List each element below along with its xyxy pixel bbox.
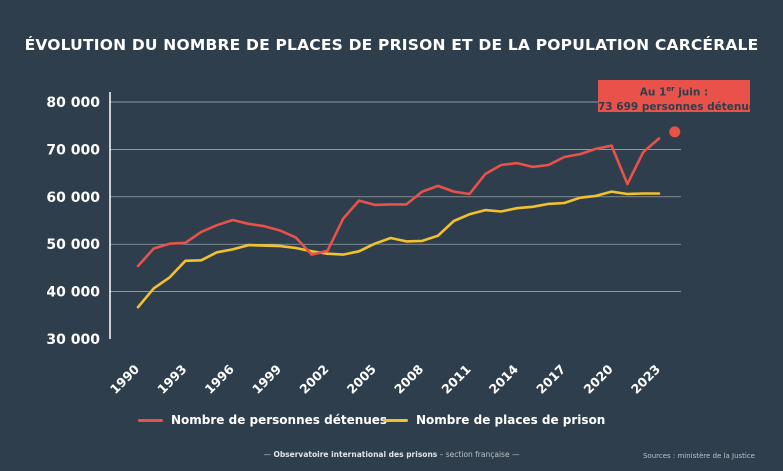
callout-line1: Au 1er juin : [598,82,750,100]
legend-swatch-places [383,418,408,422]
x-tick-label: 2020 [581,361,616,396]
legend-swatch-detenus [138,418,163,422]
legend-label-detenus: Nombre de personnes détenues [171,413,388,427]
x-tick-label: 2002 [296,362,331,397]
x-tick-label: 1996 [202,361,237,396]
callout-suffix: juin : [674,86,709,99]
callout-sup: er [666,85,675,93]
series-line-places [136,190,661,309]
x-tick-label: 2017 [533,362,568,397]
x-tick-label: 2005 [344,362,379,397]
y-tick-label: 70 000 [46,142,100,158]
callout-prefix: Au 1 [639,86,667,99]
series-line-detenus [136,137,661,268]
y-axis-tick-labels: 30 000 40 000 50 000 60 000 70 000 80 000 [46,95,100,348]
footer-dash-left: — [263,450,272,459]
x-tick-label: 2011 [438,362,473,397]
legend-label-places: Nombre de places de prison [416,413,606,427]
current-value-marker [669,126,681,138]
x-axis-tick-labels: 1990 1993 1996 1999 2002 2005 2008 2011 2014 2017… [107,361,663,396]
y-tick-label: 50 000 [46,237,100,253]
series-lines [136,137,661,309]
footer-section: – section française [437,450,512,459]
legend: Nombre de personnes détenues Nombre de p… [0,413,783,431]
legend-item-places: Nombre de places de prison [383,413,605,427]
x-tick-label: 1999 [249,362,284,397]
x-tick-label: 1993 [154,362,189,397]
x-tick-label: 2023 [628,362,663,397]
x-tick-label: 2014 [486,361,521,396]
footer-org: Observatoire international des prisons [273,450,438,459]
callout-line2: 73 699 personnes détenues [598,100,763,113]
current-value-callout: Au 1er juin : 73 699 personnes détenues [598,80,763,113]
x-tick-label: 1990 [107,361,142,396]
y-tick-label: 30 000 [46,332,100,348]
source-note: Sources : ministère de la Justice [642,452,755,460]
y-tick-label: 60 000 [46,190,100,206]
y-tick-label: 40 000 [46,285,100,301]
footer-credit: — Observatoire international des prisons… [0,450,783,459]
x-tick-label: 2008 [391,362,426,397]
y-tick-label: 80 000 [46,95,100,111]
footer-dash-right: — [511,450,520,459]
chart-title: ÉVOLUTION DU NOMBRE DE PLACES DE PRISON … [24,36,759,54]
legend-item-detenus: Nombre de personnes détenues [138,413,387,427]
